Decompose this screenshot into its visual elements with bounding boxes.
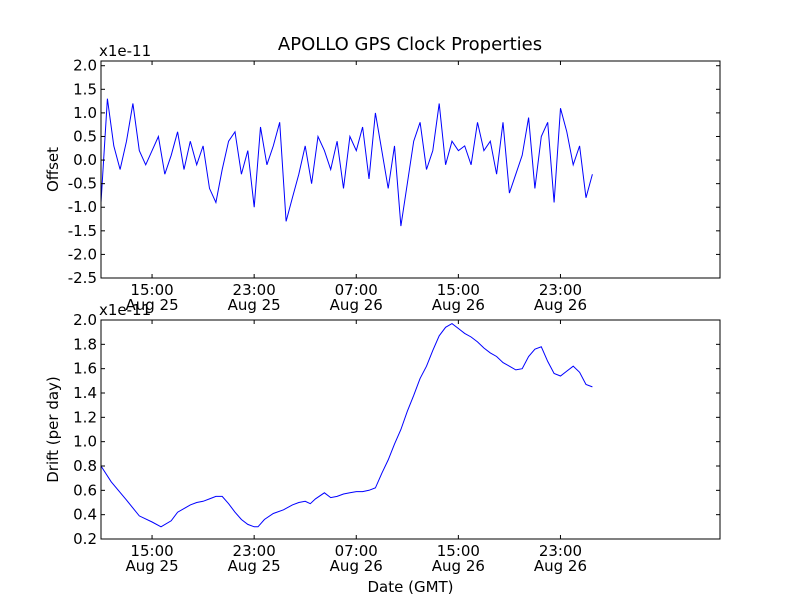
series-line <box>100 323 593 528</box>
y-tick-label: 1.6 <box>73 360 97 378</box>
x-tick-time-label: 23:00 <box>539 281 582 299</box>
y-tick-label: 1.5 <box>73 80 97 98</box>
y-tick-label: 0.5 <box>73 127 97 145</box>
offset-plot: -2.5 -2.0 -1.5 -1.0 -0.5 0.0 0.5 1.0 1.5 2.0 15:00… <box>44 42 721 314</box>
y-tick-label: 1.0 <box>73 433 97 451</box>
x-tick-time-label: 15:00 <box>130 542 173 560</box>
y-tick-label: -0.5 <box>68 175 97 193</box>
axes-frame <box>100 319 721 540</box>
y-tick-label: 2.0 <box>73 311 97 329</box>
axes-frame <box>100 60 721 279</box>
x-tick-date-label: Aug 26 <box>534 557 587 575</box>
y-tick-label: -2.5 <box>68 269 97 287</box>
y-axis-label: Drift (per day) <box>44 376 62 483</box>
x-tick-date-label: Aug 26 <box>330 557 383 575</box>
axis-multiplier: x1e-11 <box>99 301 151 319</box>
x-tick-time-label: 07:00 <box>335 281 378 299</box>
x-tick-time-label: 15:00 <box>437 281 480 299</box>
x-tick-date-label: Aug 25 <box>125 557 178 575</box>
y-tick-label: 1.8 <box>73 335 97 353</box>
x-tick-date-label: Aug 26 <box>432 557 485 575</box>
x-tick-time-label: 23:00 <box>233 542 276 560</box>
y-tick-label: -2.0 <box>68 245 97 263</box>
y-tick-label: 1.0 <box>73 104 97 122</box>
x-tick-date-label: Aug 25 <box>228 557 281 575</box>
y-tick-label: 0.2 <box>73 530 97 548</box>
y-tick-label: -1.0 <box>68 198 97 216</box>
y-tick-label: 0.6 <box>73 481 97 499</box>
x-axis-label: Date (GMT) <box>367 578 453 596</box>
y-tick-label: 2.0 <box>73 57 97 75</box>
x-tick-date-label: Aug 25 <box>228 296 281 314</box>
x-tick-time-label: 23:00 <box>539 542 582 560</box>
y-tick-label: 0.0 <box>73 151 97 169</box>
series-line <box>100 98 593 227</box>
x-tick-date-label: Aug 25 <box>125 296 178 314</box>
y-tick-label: 1.2 <box>73 408 97 426</box>
y-tick-label: 0.4 <box>73 506 97 524</box>
x-tick-date-label: Aug 26 <box>534 296 587 314</box>
y-tick-label: -1.5 <box>68 222 97 240</box>
x-tick-time-label: 07:00 <box>335 542 378 560</box>
axis-multiplier: x1e-11 <box>99 42 151 60</box>
y-tick-label: 0.8 <box>73 457 97 475</box>
x-tick-date-label: Aug 26 <box>432 296 485 314</box>
x-tick-time-label: 23:00 <box>233 281 276 299</box>
y-axis-label: Offset <box>44 147 62 192</box>
figure-title: APOLLO GPS Clock Properties <box>278 34 542 55</box>
y-tick-label: 1.4 <box>73 384 97 402</box>
x-tick-time-label: 15:00 <box>130 281 173 299</box>
x-tick-date-label: Aug 26 <box>330 296 383 314</box>
x-tick-time-label: 15:00 <box>437 542 480 560</box>
